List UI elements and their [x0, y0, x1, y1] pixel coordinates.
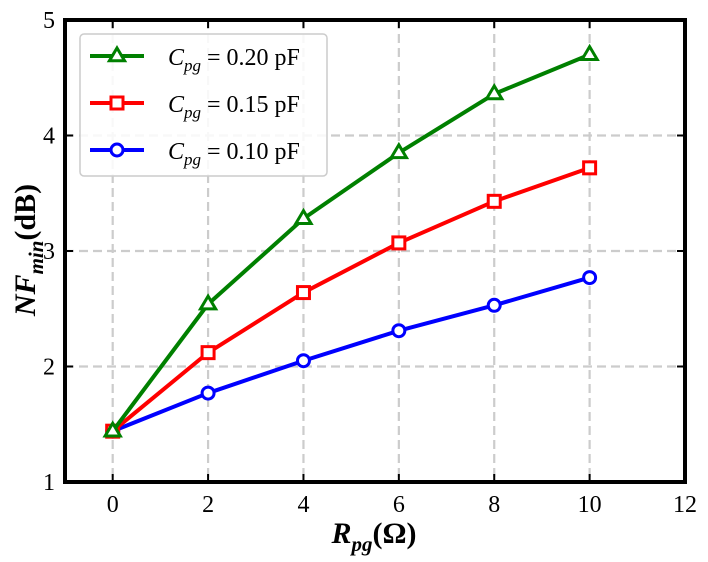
legend: Cpg = 0.20 pF Cpg = 0.15 pF Cpg = 0.10 pF — [79, 33, 328, 177]
series-line — [111, 275, 591, 434]
legend-label: Cpg = 0.15 pF — [168, 92, 300, 122]
x-tick-label: 8 — [488, 492, 500, 518]
y-tick-label: 3 — [43, 239, 55, 265]
data-point — [293, 207, 314, 225]
legend-entry-0: Cpg = 0.20 pF — [90, 45, 300, 75]
data-point — [197, 293, 219, 311]
data-point — [579, 43, 600, 61]
series-1 — [105, 160, 598, 439]
legend-label: Cpg = 0.10 pF — [168, 139, 300, 169]
series-2 — [105, 270, 598, 439]
y-axis-title: NFmin(dB) — [9, 184, 48, 317]
x-tick-label: 4 — [297, 492, 309, 518]
y-tick-label: 5 — [43, 8, 55, 34]
y-tick-label: 1 — [43, 470, 55, 496]
series-line — [111, 52, 591, 433]
data-point — [582, 160, 598, 176]
legend-label: Cpg = 0.20 pF — [168, 45, 300, 75]
legend-entry-2: Cpg = 0.10 pF — [90, 139, 300, 169]
data-point — [388, 141, 410, 160]
x-axis-title: Rpg(Ω) — [330, 517, 416, 556]
data-point — [391, 323, 407, 339]
data-point — [483, 82, 505, 101]
y-tick-label: 2 — [43, 355, 55, 381]
legend-swatch-marker — [106, 45, 128, 63]
x-tick-label: 12 — [673, 492, 697, 518]
data-point — [102, 420, 123, 438]
data-point — [391, 235, 407, 251]
data-point — [200, 385, 216, 401]
series-line — [111, 165, 591, 433]
series-0 — [102, 43, 600, 438]
data-point — [486, 297, 502, 313]
legend-swatch-marker — [109, 95, 125, 111]
x-tick-label: 10 — [578, 492, 602, 518]
axis-ticks — [65, 19, 686, 483]
x-tick-label: 0 — [107, 492, 119, 518]
data-point — [200, 345, 216, 361]
x-tick-label: 6 — [393, 492, 405, 518]
legend-box — [79, 33, 328, 177]
legend-entry-1: Cpg = 0.15 pF — [90, 92, 300, 122]
data-point — [295, 353, 311, 369]
data-point — [295, 285, 311, 301]
y-tick-label: 4 — [43, 124, 55, 150]
data-point — [486, 193, 502, 209]
series-layer — [102, 43, 600, 439]
legend-swatch-marker — [109, 142, 125, 158]
x-tick-label: 2 — [202, 492, 214, 518]
data-point — [582, 270, 598, 286]
